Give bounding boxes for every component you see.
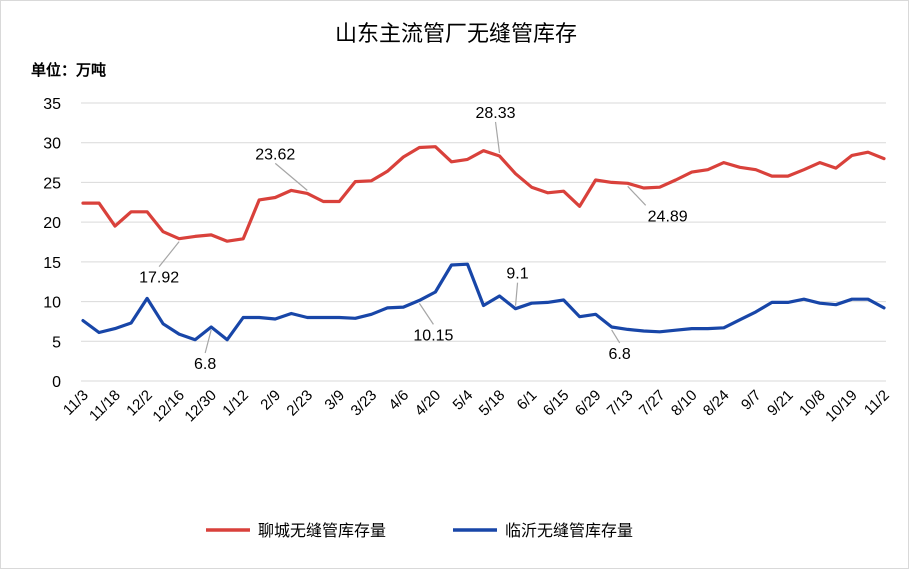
data-label: 6.8: [194, 356, 216, 373]
annotation-leader: [514, 282, 519, 306]
x-tick-label: 9/7: [738, 387, 765, 414]
x-tick-label: 9/21: [764, 387, 797, 420]
gridlines: [81, 102, 886, 382]
annotation-leader: [418, 303, 434, 325]
series-lines: [81, 145, 886, 342]
annotation-leader: [274, 162, 308, 191]
x-tick-label: 10/19: [822, 387, 861, 426]
x-tick-label: 8/10: [668, 387, 701, 420]
y-axis-ticks: 0 5 10 15 20 25 30 35: [43, 96, 61, 391]
x-tick-label: 4/20: [412, 387, 445, 420]
data-label: 28.33: [475, 105, 515, 122]
y-tick-label: 5: [52, 334, 61, 351]
x-tick-label: 4/6: [385, 387, 412, 414]
y-tick-label: 15: [43, 255, 61, 272]
data-label: 17.92: [139, 270, 179, 287]
y-tick-label: 20: [43, 215, 61, 232]
annotation-leader: [611, 329, 621, 344]
data-label: 6.8: [609, 346, 631, 363]
data-label: 24.89: [648, 208, 688, 225]
series-line-1: [81, 145, 886, 243]
data-label: 10.15: [413, 327, 453, 344]
legend-label-1: 聊城无缝管库存量: [258, 521, 386, 540]
annotation-leaders: [158, 121, 647, 354]
x-tick-label: 5/18: [476, 387, 509, 420]
y-tick-label: 10: [43, 295, 61, 312]
x-tick-label: 6/15: [540, 387, 573, 420]
x-tick-label: 7/13: [604, 387, 637, 420]
x-tick-label: 12/16: [149, 387, 188, 426]
x-tick-label: 11/2: [861, 387, 893, 419]
y-tick-label: 0: [52, 374, 61, 391]
x-tick-label: 6/29: [572, 387, 605, 420]
x-tick-label: 12/30: [181, 387, 220, 426]
x-tick-label: 3/23: [348, 387, 381, 420]
annotation-leader: [204, 329, 212, 354]
chart-title: 山东主流管厂无缝管库存: [335, 22, 577, 47]
x-tick-label: 2/9: [257, 387, 284, 414]
legend: 聊城无缝管库存量 临沂无缝管库存量: [206, 521, 633, 540]
x-tick-label: 7/27: [636, 387, 669, 420]
data-label: 23.62: [255, 146, 295, 163]
legend-label-2: 临沂无缝管库存量: [505, 521, 633, 540]
x-tick-label: 6/1: [514, 387, 541, 414]
data-annotations: 17.92 23.62 28.33 24.89 6.8 10.15 9.1 6.8: [139, 105, 688, 373]
x-tick-label: 11/18: [86, 387, 124, 425]
x-tick-label: 2/23: [283, 387, 316, 420]
x-tick-label: 5/4: [450, 387, 477, 414]
annotation-leader: [627, 185, 647, 206]
series-line-2: [81, 262, 886, 342]
y-tick-label: 30: [43, 136, 61, 153]
x-tick-label: 8/24: [700, 387, 733, 420]
annotation-leader: [158, 241, 180, 268]
x-tick-label: 1/12: [219, 387, 252, 420]
x-tick-label: 3/9: [321, 387, 348, 414]
data-label: 9.1: [506, 266, 528, 283]
annotation-leader: [494, 121, 501, 154]
y-tick-label: 35: [43, 96, 61, 113]
unit-label: 单位：万吨: [31, 61, 106, 79]
y-tick-label: 25: [43, 175, 61, 192]
